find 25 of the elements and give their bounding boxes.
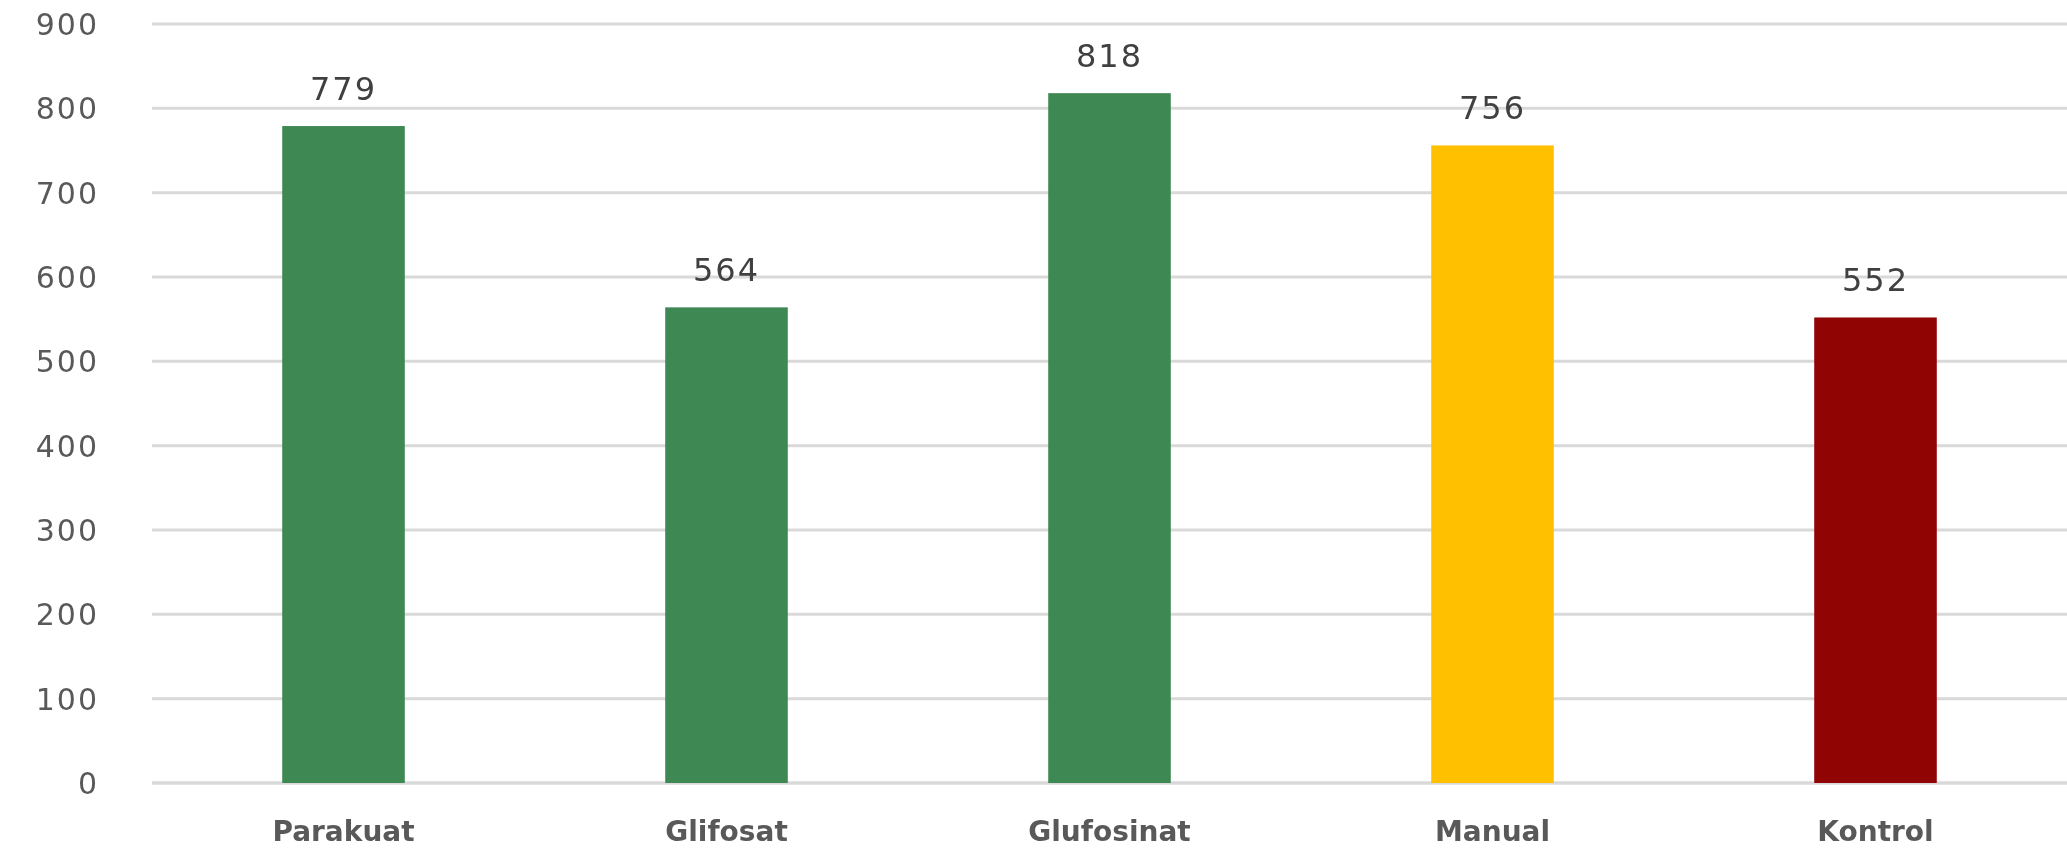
data-label: 818 [1075,37,1144,76]
y-tick-label: 400 [35,428,99,464]
bar [1814,317,1937,783]
bar [282,126,405,783]
x-tick-label: Parakuat [272,815,415,848]
x-tick-label: Manual [1434,815,1551,848]
y-tick-label: 300 [35,513,99,548]
x-tick-label: Glifosat [665,815,788,848]
data-label: 564 [692,251,761,290]
bar [665,307,788,783]
y-tick-label: 800 [35,91,99,127]
y-tick-label: 500 [35,344,99,380]
y-tick-label: 700 [35,175,99,211]
y-tick-label: 900 [35,7,99,42]
y-tick-label: 100 [35,681,99,717]
data-label: 552 [1841,261,1910,300]
y-tick-label: 200 [35,597,99,633]
bar [1431,145,1554,783]
x-tick-label: Glufosinat [1028,815,1191,848]
data-label: 756 [1458,89,1527,128]
bar [1048,93,1171,783]
y-tick-label: 0 [77,766,99,801]
x-tick-label: Kontrol [1817,815,1934,848]
y-tick-label: 600 [35,260,99,295]
data-label: 779 [309,70,378,109]
